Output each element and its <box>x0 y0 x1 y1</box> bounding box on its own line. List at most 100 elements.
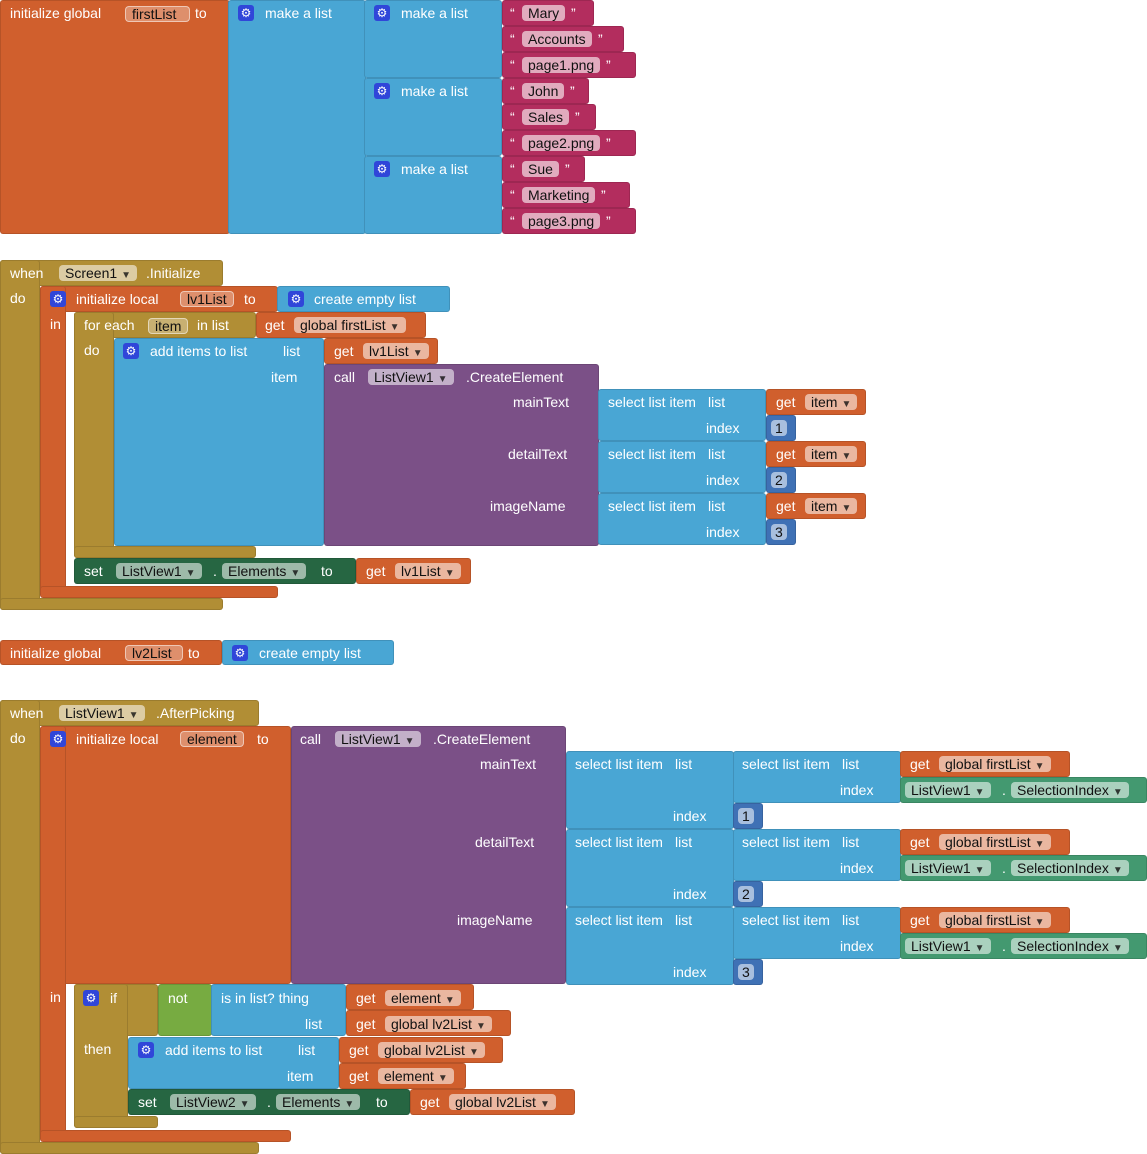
event-bottom[interactable] <box>0 1142 259 1154</box>
select-list-item-block[interactable] <box>733 751 901 803</box>
for-each-bottom[interactable] <box>74 546 256 558</box>
initialize-global-block[interactable] <box>0 0 230 234</box>
gear-icon[interactable]: ⚙ <box>123 343 139 359</box>
create-empty-list-block[interactable] <box>222 640 394 665</box>
field-value: item <box>155 318 182 334</box>
add-items-to-list-block[interactable] <box>114 338 324 546</box>
gear-icon[interactable]: ⚙ <box>83 990 99 1006</box>
event-body[interactable] <box>0 700 40 1154</box>
text-field[interactable]: Accounts <box>522 31 592 47</box>
gear-icon[interactable]: ⚙ <box>138 1042 154 1058</box>
select-list-item-block[interactable] <box>598 441 766 493</box>
is-in-list-block[interactable] <box>211 984 346 1036</box>
dropdown-field[interactable]: ListView1 ▼ <box>59 705 145 721</box>
create-empty-list-block[interactable] <box>277 286 450 312</box>
dropdown-field[interactable]: global lv2List ▼ <box>378 1042 485 1058</box>
initialize-global-block[interactable] <box>0 640 222 665</box>
text-block[interactable] <box>502 104 596 130</box>
dropdown-field[interactable]: element ▼ <box>378 1068 454 1084</box>
for-each-body[interactable] <box>74 312 114 558</box>
text-field[interactable]: page3.png <box>522 213 601 229</box>
variable-name-field[interactable]: lv1List <box>180 291 234 307</box>
local-body[interactable] <box>40 726 66 1140</box>
dropdown-field[interactable]: ListView1 ▼ <box>116 563 202 579</box>
dropdown-field[interactable]: lv1List ▼ <box>395 563 461 579</box>
dropdown-field[interactable]: item ▼ <box>805 498 858 514</box>
gear-icon[interactable]: ⚙ <box>50 731 66 747</box>
gear-icon[interactable]: ⚙ <box>238 5 254 21</box>
dropdown-field[interactable]: global firstList ▼ <box>294 317 406 333</box>
make-a-list-block[interactable] <box>228 0 366 234</box>
block-label: select list item <box>608 498 696 514</box>
number-field[interactable]: 1 <box>771 420 787 436</box>
initialize-local-block[interactable] <box>40 286 278 312</box>
if-body[interactable] <box>74 984 128 1128</box>
dropdown-field[interactable]: ListView1 ▼ <box>905 782 991 798</box>
block-label: mainText <box>480 756 537 772</box>
dropdown-field[interactable]: item ▼ <box>805 446 858 462</box>
block-label: do <box>10 290 26 306</box>
text-field[interactable]: page2.png <box>522 135 601 151</box>
dropdown-field[interactable]: ListView1 ▼ <box>335 731 421 747</box>
set-elements-block[interactable] <box>128 1089 410 1115</box>
text-field[interactable]: page1.png <box>522 57 601 73</box>
dropdown-field[interactable]: global lv2List ▼ <box>449 1094 556 1110</box>
close-quote: ” <box>601 187 606 203</box>
number-field[interactable]: 2 <box>738 886 754 902</box>
variable-name-field[interactable]: item <box>148 318 189 334</box>
dropdown-field[interactable]: Elements ▼ <box>276 1094 361 1110</box>
block-label: add items to list <box>165 1042 263 1058</box>
select-list-item-block[interactable] <box>598 493 766 545</box>
dropdown-field[interactable]: ListView2 ▼ <box>170 1094 256 1110</box>
variable-name-field[interactable]: element <box>180 731 244 747</box>
create-element-block[interactable] <box>291 726 566 984</box>
variable-name-field[interactable]: lv2List <box>125 645 183 661</box>
text-field[interactable]: Marketing <box>522 187 596 203</box>
event-bottom[interactable] <box>0 598 223 610</box>
gear-icon[interactable]: ⚙ <box>50 291 66 307</box>
dropdown-field[interactable]: element ▼ <box>385 990 461 1006</box>
dropdown-field[interactable]: ListView1 ▼ <box>368 369 454 385</box>
dropdown-field[interactable]: SelectionIndex ▼ <box>1011 860 1129 876</box>
if-bottom[interactable] <box>74 1116 158 1128</box>
select-list-item-block[interactable] <box>733 907 901 959</box>
gear-icon[interactable]: ⚙ <box>288 291 304 307</box>
gear-icon[interactable]: ⚙ <box>374 5 390 21</box>
dropdown-field[interactable]: global lv2List ▼ <box>385 1016 492 1032</box>
dropdown-field[interactable]: ListView1 ▼ <box>905 938 991 954</box>
gear-icon[interactable]: ⚙ <box>232 645 248 661</box>
number-field[interactable]: 2 <box>771 472 787 488</box>
gear-icon[interactable]: ⚙ <box>374 161 390 177</box>
initialize-local-block[interactable] <box>40 726 291 984</box>
dropdown-field[interactable]: global firstList ▼ <box>939 756 1051 772</box>
dropdown-field[interactable]: SelectionIndex ▼ <box>1011 782 1129 798</box>
local-bottom[interactable] <box>40 586 278 598</box>
number-field[interactable]: 1 <box>738 808 754 824</box>
dropdown-field[interactable]: SelectionIndex ▼ <box>1011 938 1129 954</box>
text-field[interactable]: John <box>522 83 565 99</box>
select-list-item-block[interactable] <box>733 829 901 881</box>
text-field[interactable]: Mary <box>522 5 566 21</box>
create-element-block[interactable] <box>324 364 599 546</box>
dropdown-field[interactable]: item ▼ <box>805 394 858 410</box>
event-body[interactable] <box>0 260 40 610</box>
text-field[interactable]: Sales <box>522 109 570 125</box>
gear-icon[interactable]: ⚙ <box>374 83 390 99</box>
local-bottom[interactable] <box>40 1130 291 1142</box>
local-body[interactable] <box>40 286 66 596</box>
dropdown-field[interactable]: lv1List ▼ <box>363 343 429 359</box>
block-label: list <box>283 343 301 359</box>
add-items-to-list-block[interactable] <box>128 1037 339 1089</box>
text-field[interactable]: Sue <box>522 161 559 177</box>
select-list-item-block[interactable] <box>598 389 766 441</box>
dropdown-field[interactable]: Screen1 ▼ <box>59 265 138 281</box>
number-field[interactable]: 3 <box>738 964 754 980</box>
dropdown-field[interactable]: ListView1 ▼ <box>905 860 991 876</box>
dropdown-field[interactable]: global firstList ▼ <box>939 834 1051 850</box>
number-field[interactable]: 3 <box>771 524 787 540</box>
dropdown-field[interactable]: global firstList ▼ <box>939 912 1051 928</box>
variable-name-field[interactable]: firstList <box>125 6 190 22</box>
dropdown-field[interactable]: Elements ▼ <box>222 563 307 579</box>
select-list-item-block[interactable] <box>566 829 734 907</box>
field-value: lv1List <box>401 563 441 579</box>
